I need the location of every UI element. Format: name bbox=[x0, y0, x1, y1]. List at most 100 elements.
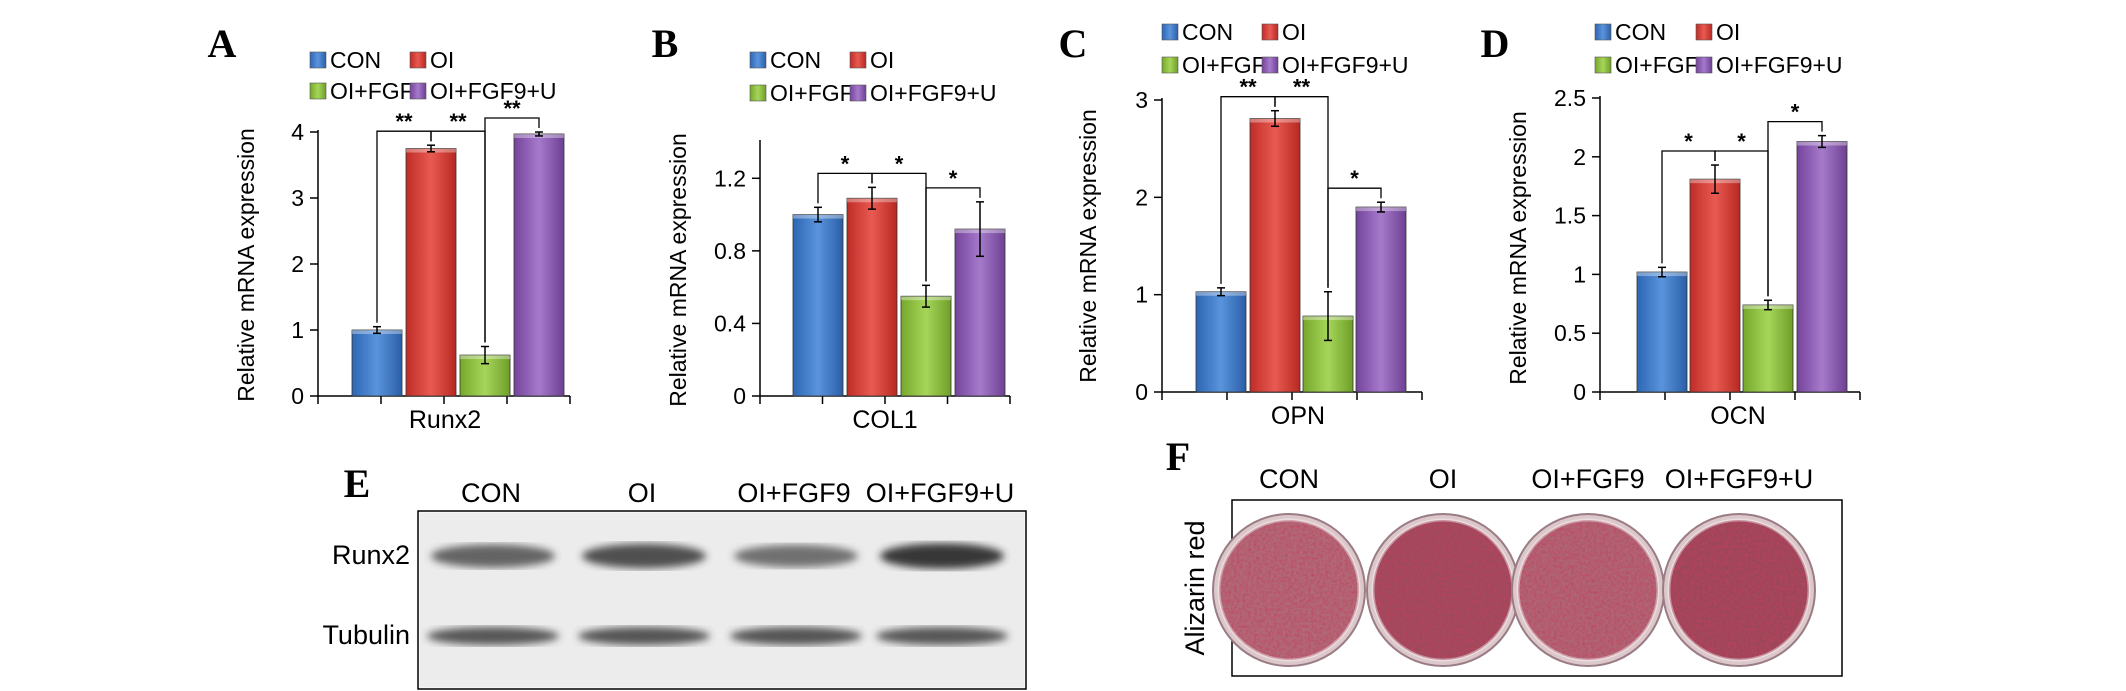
legend-label: CON bbox=[770, 47, 821, 73]
legend-label: OI+FGF9+U bbox=[430, 78, 557, 104]
significance-label: * bbox=[949, 166, 958, 191]
legend-swatch bbox=[849, 84, 867, 102]
bar-oi-fgf9 bbox=[900, 295, 952, 397]
legend-label: OI+FGF9 bbox=[1615, 52, 1712, 78]
y-tick-label: 0 bbox=[291, 383, 304, 409]
legend-label: OI bbox=[870, 47, 894, 73]
blot-row-label: Runx2 bbox=[332, 540, 410, 570]
significance-label: * bbox=[1684, 129, 1693, 154]
y-tick-label: 1 bbox=[291, 317, 304, 343]
significance-bracket bbox=[925, 187, 981, 282]
y-tick-label: 1.5 bbox=[1554, 203, 1586, 229]
y-tick-label: 2.5 bbox=[1554, 85, 1586, 111]
y-tick-label: 3 bbox=[1135, 87, 1148, 113]
y-axis-label: Relative mRNA expression bbox=[233, 128, 259, 402]
dish-inner-rim bbox=[1516, 518, 1660, 662]
legend-label: OI bbox=[1282, 19, 1306, 45]
legend-label: OI+FGF9+U bbox=[1716, 52, 1843, 78]
blot-row-label: Tubulin bbox=[322, 620, 410, 650]
y-tick-label: 0.8 bbox=[714, 238, 746, 264]
legend-swatch bbox=[1261, 23, 1279, 41]
significance-label: * bbox=[1791, 100, 1800, 125]
bar-con bbox=[351, 329, 403, 397]
legend-label: OI bbox=[1716, 19, 1740, 45]
blot-column-label: OI bbox=[628, 478, 657, 508]
legend-swatch bbox=[1261, 56, 1279, 74]
legend-swatch bbox=[749, 84, 767, 102]
significance-label: * bbox=[1350, 166, 1359, 191]
y-tick-label: 2 bbox=[1135, 184, 1148, 210]
bar-oi bbox=[1249, 118, 1301, 393]
significance-label: ** bbox=[449, 109, 467, 134]
bar-oi-fgf9-u bbox=[513, 133, 565, 397]
legend-label: OI bbox=[430, 47, 454, 73]
band-runx2 bbox=[431, 544, 555, 568]
dish-texture bbox=[1219, 520, 1359, 660]
significance-bracket bbox=[484, 117, 540, 343]
band-tubulin bbox=[876, 627, 1008, 645]
bar-con bbox=[792, 214, 844, 397]
y-tick-label: 4 bbox=[291, 119, 304, 145]
y-axis-label: Relative mRNA expression bbox=[1075, 109, 1101, 383]
bar-oi-fgf9-u bbox=[1796, 141, 1848, 393]
significance-label: ** bbox=[395, 109, 413, 134]
y-tick-label: 0 bbox=[733, 383, 746, 409]
y-tick-label: 1.2 bbox=[714, 165, 746, 191]
legend-label: CON bbox=[1615, 19, 1666, 45]
blot-membrane bbox=[420, 513, 1024, 687]
legend-swatch bbox=[409, 51, 427, 69]
western-blot-panel: E CON OI OI+FGF9 OI+FGF9+U Runx2 Tubulin bbox=[322, 461, 1027, 690]
legend-label: CON bbox=[330, 47, 381, 73]
legend-swatch bbox=[849, 51, 867, 69]
significance-label: * bbox=[1737, 129, 1746, 154]
legend-swatch bbox=[1594, 23, 1612, 41]
dish-texture bbox=[1669, 520, 1809, 660]
blot-column-label: OI+FGF9 bbox=[737, 478, 850, 508]
x-axis-label: OCN bbox=[1710, 402, 1766, 430]
band-tubulin bbox=[578, 627, 710, 645]
y-tick-label: 0 bbox=[1573, 379, 1586, 405]
y-tick-label: 1 bbox=[1573, 261, 1586, 287]
dish-row-label: Alizarin red bbox=[1180, 520, 1210, 655]
significance-label: ** bbox=[503, 96, 521, 121]
bar-con bbox=[1195, 291, 1247, 393]
panel-letter: D bbox=[1481, 21, 1510, 66]
band-runx2 bbox=[734, 544, 858, 568]
significance-bracket bbox=[1327, 187, 1382, 288]
y-tick-label: 3 bbox=[291, 185, 304, 211]
x-axis-label: OPN bbox=[1271, 402, 1325, 430]
dish-column-label: CON bbox=[1259, 464, 1319, 494]
significance-label: * bbox=[895, 151, 904, 176]
legend-swatch bbox=[309, 51, 327, 69]
bar-oi-fgf9 bbox=[1742, 304, 1794, 393]
blot-column-label: OI+FGF9+U bbox=[866, 478, 1015, 508]
dish-column-label: OI+FGF9 bbox=[1531, 464, 1644, 494]
alizarin-panel: F CON OI OI+FGF9 OI+FGF9+U Alizarin red bbox=[1166, 434, 1843, 677]
significance-label: ** bbox=[1239, 75, 1257, 100]
legend-swatch bbox=[1161, 56, 1179, 74]
y-tick-label: 0.5 bbox=[1554, 320, 1586, 346]
band-runx2 bbox=[582, 543, 706, 569]
dish-column-label: OI+FGF9+U bbox=[1665, 464, 1814, 494]
dish-inner-rim bbox=[1667, 518, 1811, 662]
bar-oi bbox=[405, 148, 457, 397]
bar-oi bbox=[1689, 178, 1741, 393]
dish-texture bbox=[1518, 520, 1658, 660]
bar-oi bbox=[846, 197, 898, 397]
y-tick-label: 0 bbox=[1135, 379, 1148, 405]
legend-label: CON bbox=[1182, 19, 1233, 45]
dish-texture bbox=[1373, 520, 1513, 660]
bar-con bbox=[1636, 271, 1688, 393]
x-axis-label: Runx2 bbox=[409, 406, 481, 434]
significance-label: * bbox=[841, 151, 850, 176]
panel-letter: A bbox=[208, 21, 237, 66]
band-tubulin bbox=[730, 627, 862, 645]
legend-swatch bbox=[1695, 56, 1713, 74]
x-axis-label: COL1 bbox=[852, 406, 917, 434]
legend-label: OI+FGF9+U bbox=[1282, 52, 1409, 78]
